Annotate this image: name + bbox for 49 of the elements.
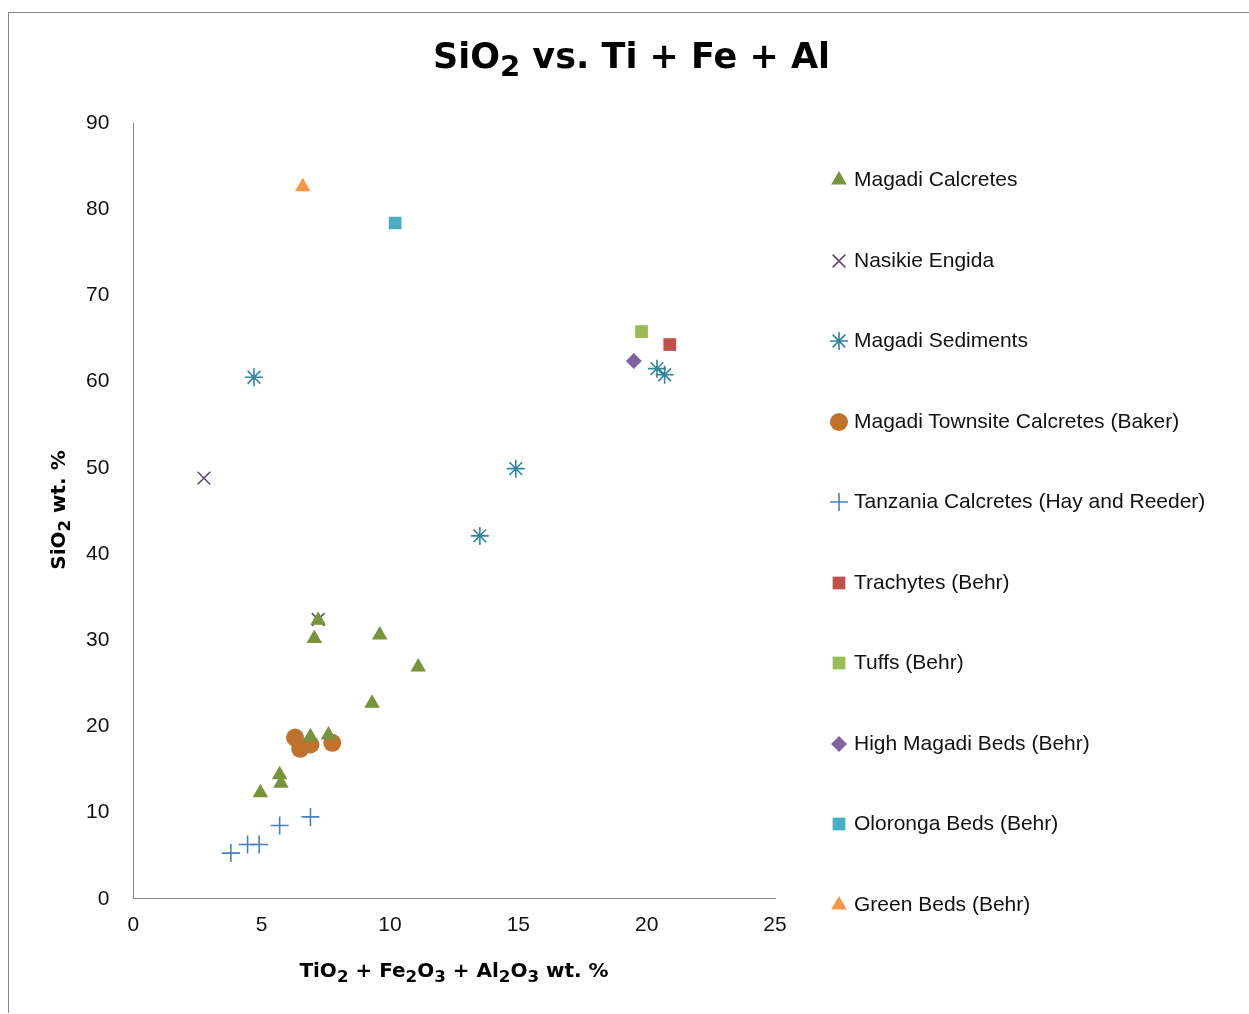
point — [635, 325, 648, 338]
y-tick-label: 70 — [86, 282, 110, 306]
point — [269, 815, 290, 836]
y-tick-label: 90 — [86, 109, 110, 133]
point — [388, 216, 402, 230]
y-tick-label: 10 — [86, 799, 110, 823]
point — [364, 694, 380, 708]
point — [371, 626, 388, 640]
point — [244, 367, 264, 388]
point — [221, 843, 241, 863]
legend-label: Magadi Sediments — [854, 327, 1028, 353]
y-tick-label: 20 — [86, 713, 110, 737]
legend-label: Nasikie Engida — [854, 246, 995, 273]
point — [410, 657, 427, 672]
x-tick-label: 25 — [763, 912, 787, 936]
legend-label: Trachytes (Behr) — [854, 568, 1010, 595]
legend-label: Tuffs (Behr) — [854, 649, 964, 675]
point — [252, 783, 269, 798]
legend-label: Tanzania Calcretes (Hay and Reeder) — [854, 488, 1206, 514]
point — [300, 807, 321, 827]
y-tick-label: 0 — [97, 885, 110, 909]
x-tick-label: 0 — [127, 912, 140, 936]
y-tick-label: 60 — [86, 368, 110, 392]
point — [470, 526, 490, 546]
legend-label: Green Beds (Behr) — [854, 890, 1031, 917]
chart-title: SiO$_{2}$ vs. Ti + Fe + Al — [431, 36, 832, 83]
text: TiO$_{2}$ + Fe$_{2}$O$_{3}$ + Al$_{2}$O$_{3}$ wt. % — [299, 958, 609, 986]
point — [647, 358, 667, 379]
x-tick-label: 5 — [255, 912, 268, 936]
y-tick-label: 50 — [86, 454, 110, 478]
legend-label: High Magadi Beds (Behr) — [854, 729, 1090, 756]
legend-label: Magadi Calcretes — [854, 166, 1018, 192]
legend-label: Oloronga Beds (Behr) — [854, 810, 1059, 836]
x-tick-label: 15 — [506, 912, 531, 936]
y-tick-label: 40 — [86, 540, 110, 564]
y-tick-label: 30 — [86, 627, 110, 650]
y-tick-label: 80 — [86, 196, 110, 219]
point — [505, 458, 526, 479]
point — [320, 726, 337, 740]
point — [663, 338, 677, 351]
point — [196, 470, 212, 486]
point — [302, 727, 319, 742]
point — [625, 352, 642, 369]
x-tick-label: 20 — [634, 912, 659, 936]
legend-label: Magadi Townsite Calcretes (Baker) — [854, 407, 1180, 434]
point — [249, 834, 269, 855]
point — [306, 629, 323, 643]
x-tick-label: 10 — [378, 912, 402, 936]
point — [654, 364, 675, 385]
